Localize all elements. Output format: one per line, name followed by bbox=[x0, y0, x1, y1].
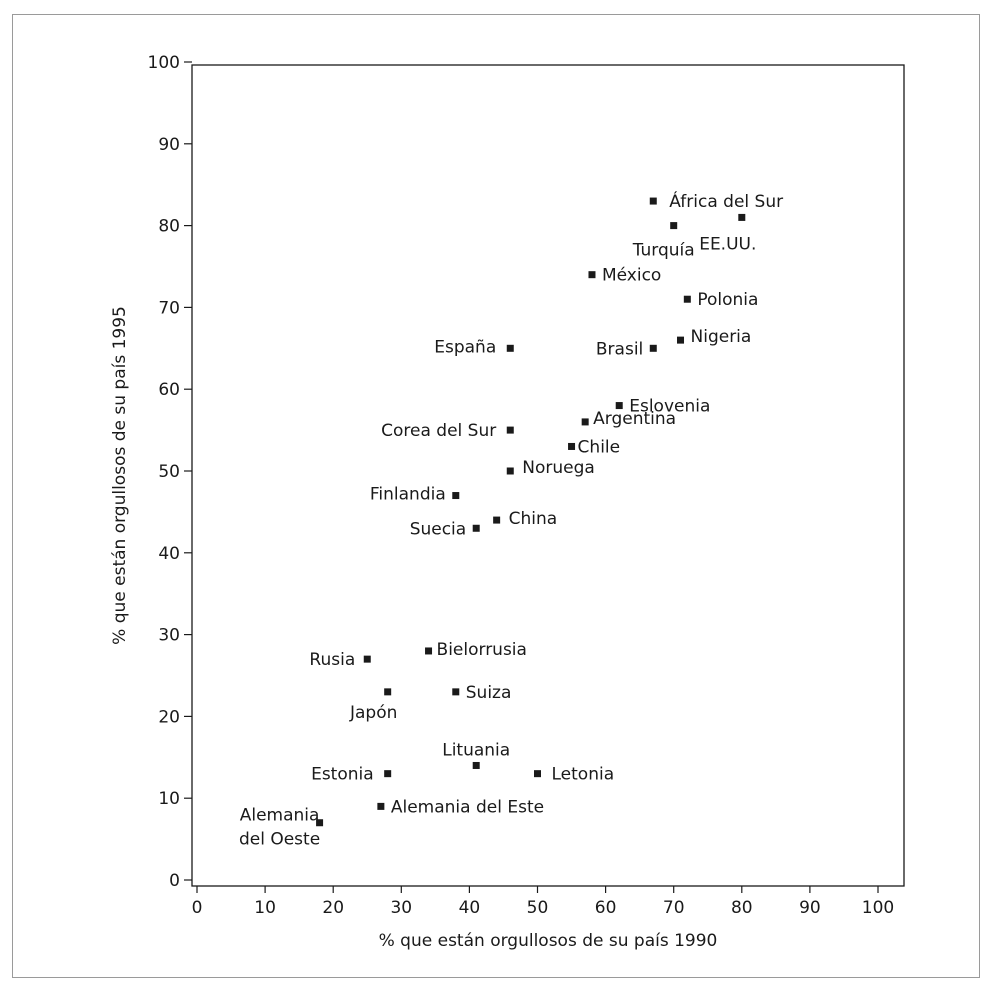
data-point-label: China bbox=[509, 509, 558, 529]
data-point bbox=[384, 770, 392, 778]
data-point-label: Bielorrusia bbox=[437, 640, 527, 660]
y-tick-label: 10 bbox=[158, 789, 180, 809]
y-tick-label: 30 bbox=[158, 626, 180, 646]
x-tick-label: 80 bbox=[731, 898, 753, 918]
x-tick-label: 90 bbox=[799, 898, 821, 918]
data-point bbox=[568, 442, 576, 450]
data-point bbox=[493, 516, 501, 524]
chart-frame: 0 10 20 30 40 50 60 70 80 90 100 0 10 20 30 40 50 60 70 80… bbox=[12, 14, 980, 978]
data-point-label: Estonia bbox=[311, 765, 374, 785]
data-point bbox=[506, 344, 514, 352]
data-point bbox=[677, 336, 685, 344]
data-point-label: Brasil bbox=[596, 339, 643, 359]
x-tick-label: 50 bbox=[527, 898, 549, 918]
data-point bbox=[649, 197, 657, 205]
data-point bbox=[472, 761, 480, 769]
data-point-label: África del Sur bbox=[669, 190, 783, 212]
data-point-label: Corea del Sur bbox=[381, 421, 496, 441]
y-tick-label: 90 bbox=[158, 135, 180, 155]
y-tick-label: 70 bbox=[158, 298, 180, 318]
y-tick-label: 60 bbox=[158, 380, 180, 400]
data-point-label: Alemania del Oeste bbox=[239, 806, 320, 850]
x-tick-label: 0 bbox=[192, 898, 203, 918]
data-point bbox=[452, 688, 460, 696]
data-point bbox=[615, 402, 623, 410]
data-point-label: España bbox=[434, 337, 496, 357]
y-tick-label: 100 bbox=[148, 53, 180, 73]
x-tick-label: 20 bbox=[322, 898, 344, 918]
x-tick-label: 30 bbox=[390, 898, 412, 918]
data-point bbox=[506, 426, 514, 434]
data-point-label: México bbox=[602, 266, 661, 286]
data-point bbox=[670, 222, 678, 230]
data-point bbox=[683, 295, 691, 303]
data-point-label: Eslovenia bbox=[629, 397, 710, 417]
data-point bbox=[425, 647, 433, 655]
data-point-label: Finlandia bbox=[370, 485, 446, 505]
plot-border bbox=[191, 64, 905, 887]
data-point bbox=[316, 819, 324, 827]
data-point-label: Argentina bbox=[593, 409, 676, 429]
data-point bbox=[581, 418, 589, 426]
data-point-label: Japón bbox=[349, 703, 397, 723]
x-axis-label: % que están orgullosos de su país 1990 bbox=[379, 931, 718, 951]
data-point-label: EE.UU. bbox=[699, 234, 756, 254]
y-tick-label: 40 bbox=[158, 544, 180, 564]
data-point-label: Noruega bbox=[522, 458, 595, 478]
data-points: África del Sur EE.UU.Turquía México Polonia… bbox=[239, 190, 783, 850]
data-point-label: Turquía bbox=[632, 241, 695, 261]
data-point bbox=[506, 467, 514, 475]
data-point-label: Alemania del Este bbox=[391, 797, 544, 817]
data-point bbox=[534, 770, 541, 778]
data-point bbox=[377, 802, 385, 810]
data-point-label: Nigeria bbox=[691, 327, 752, 347]
data-point-label: Polonia bbox=[697, 290, 758, 310]
data-point-label: Lituania bbox=[442, 740, 510, 760]
y-tick-label: 0 bbox=[169, 871, 180, 891]
x-tick-label: 10 bbox=[254, 898, 276, 918]
x-tick-label: 60 bbox=[595, 898, 617, 918]
x-tick-label: 100 bbox=[862, 898, 894, 918]
y-axis-ticks: 0 10 20 30 40 50 60 70 80 90 100 bbox=[148, 53, 192, 891]
data-point-label: Chile bbox=[578, 437, 621, 457]
data-point bbox=[384, 688, 392, 696]
data-point bbox=[649, 344, 657, 352]
data-point bbox=[363, 655, 371, 663]
axes bbox=[191, 64, 905, 887]
data-point bbox=[738, 213, 746, 221]
x-tick-label: 70 bbox=[663, 898, 685, 918]
data-point-label: Suecia bbox=[410, 519, 467, 539]
data-point-label: Letonia bbox=[552, 765, 615, 785]
data-point-label: Rusia bbox=[309, 650, 355, 670]
y-tick-label: 20 bbox=[158, 707, 180, 727]
x-tick-label: 40 bbox=[459, 898, 481, 918]
y-tick-label: 80 bbox=[158, 217, 180, 237]
data-point bbox=[588, 271, 596, 279]
data-point bbox=[472, 524, 480, 532]
scatter-plot: 0 10 20 30 40 50 60 70 80 90 100 0 10 20 30 40 50 60 70 80… bbox=[110, 53, 905, 951]
x-axis-ticks: 0 10 20 30 40 50 60 70 80 90 100 bbox=[192, 886, 894, 918]
data-point bbox=[452, 492, 460, 500]
data-point-label: Suiza bbox=[466, 683, 512, 703]
y-axis-label: % que están orgullosos de su país 1995 bbox=[110, 306, 130, 645]
y-tick-label: 50 bbox=[158, 462, 180, 482]
